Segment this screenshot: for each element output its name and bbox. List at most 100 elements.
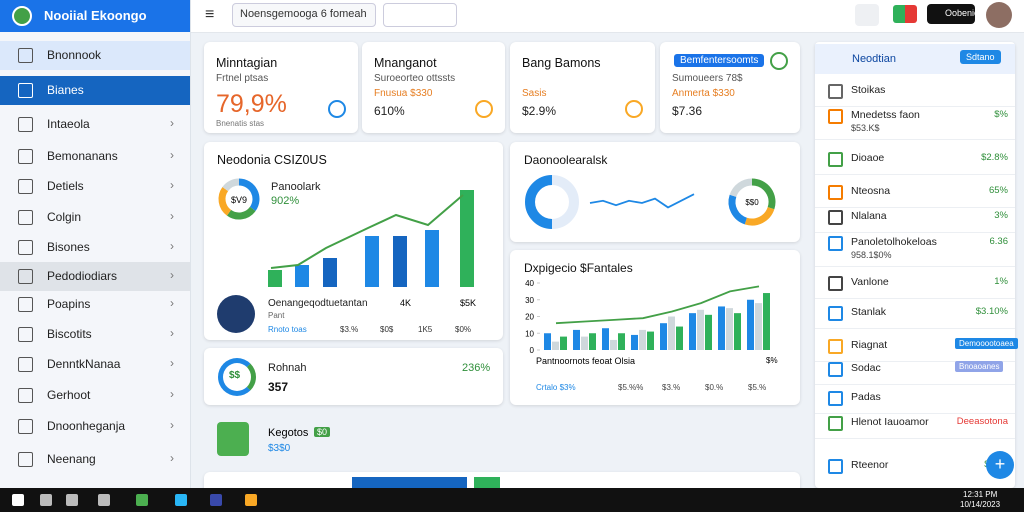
list-label[interactable]: Sodac bbox=[851, 362, 881, 374]
bar bbox=[755, 303, 762, 350]
kpi-value: 79,9% bbox=[216, 90, 287, 118]
taskbar-icon[interactable] bbox=[66, 494, 78, 506]
menu-button[interactable]: ≡ bbox=[205, 6, 215, 23]
person-handle: Pant bbox=[268, 311, 285, 320]
y-tick-label: 10 bbox=[525, 329, 534, 338]
list-icon bbox=[828, 152, 843, 167]
list-value: $3.10% bbox=[975, 306, 1008, 317]
y-tick-label: 20 bbox=[525, 313, 534, 322]
list-label[interactable]: Riagnat bbox=[851, 339, 888, 351]
donut-label: $$0 bbox=[745, 198, 759, 207]
kpi-title: Bang Bamons bbox=[522, 56, 601, 70]
list-label[interactable]: Hlenot Iauoamor bbox=[851, 416, 929, 428]
fab[interactable]: + bbox=[986, 451, 1014, 479]
toolbar-buttons[interactable] bbox=[383, 3, 457, 27]
bar bbox=[573, 329, 580, 350]
contact-value: $3$0 bbox=[268, 443, 291, 454]
bar bbox=[668, 316, 675, 350]
list-label[interactable]: Nlalana bbox=[851, 210, 887, 222]
kpi-footer: Bnenatis stas bbox=[216, 119, 265, 128]
donut-label: $$0 bbox=[545, 198, 559, 207]
donut-segment bbox=[729, 178, 753, 198]
list-label[interactable]: Stanlak bbox=[851, 306, 887, 318]
list-label[interactable]: Panoletolhokeloas bbox=[851, 236, 937, 248]
dark-badge[interactable] bbox=[927, 4, 975, 24]
nav-icon bbox=[18, 149, 33, 164]
taskbar-icon[interactable] bbox=[175, 494, 187, 506]
panel-button[interactable]: Sdtano bbox=[960, 50, 1001, 64]
kpi-title: Mnanganot bbox=[374, 56, 437, 70]
chevron: › bbox=[170, 326, 174, 340]
taskbar-icon[interactable] bbox=[245, 494, 257, 506]
nav-label: Bisones bbox=[47, 240, 90, 254]
nav-label: Bnonnook bbox=[47, 48, 102, 62]
chevron: › bbox=[170, 451, 174, 465]
bar bbox=[747, 299, 754, 350]
nav-item[interactable] bbox=[0, 76, 190, 105]
bar bbox=[323, 258, 337, 287]
trend-line bbox=[270, 194, 464, 269]
footer-value: $5.% bbox=[748, 383, 767, 392]
nav-label: DenntkNanaa bbox=[47, 357, 121, 371]
list-icon bbox=[828, 185, 843, 200]
taskbar-icon[interactable] bbox=[136, 494, 148, 506]
app-title: Nooiial Ekoongo bbox=[44, 8, 147, 23]
list-sub: $53.K$ bbox=[851, 123, 880, 133]
kpi-icon bbox=[475, 100, 493, 118]
donut-segment bbox=[751, 178, 776, 210]
list-label[interactable]: Rteenor bbox=[851, 459, 889, 471]
summary-icon-label: $$ bbox=[229, 370, 241, 381]
taskbar-icon[interactable] bbox=[98, 494, 110, 506]
taskbar bbox=[0, 488, 1024, 512]
search-box[interactable] bbox=[232, 3, 376, 27]
bar bbox=[602, 328, 609, 350]
contact-name: Kegotos bbox=[268, 427, 309, 439]
list-icon bbox=[828, 391, 843, 406]
summary-value: 357 bbox=[268, 380, 289, 394]
panel-title: Neodtian bbox=[852, 53, 897, 65]
taskbar-icon[interactable] bbox=[12, 494, 24, 506]
flag-icon[interactable] bbox=[893, 5, 917, 23]
list-label[interactable]: Stoikas bbox=[851, 84, 886, 96]
bar bbox=[393, 236, 407, 287]
list-icon bbox=[828, 339, 843, 354]
list-label[interactable]: Dioaoe bbox=[851, 152, 885, 164]
list-label[interactable]: Mnedetss faon bbox=[851, 109, 920, 121]
contact-avatar bbox=[217, 422, 249, 456]
donut-segment bbox=[525, 175, 553, 229]
list-label[interactable]: Vanlone bbox=[851, 276, 889, 288]
list-icon bbox=[828, 416, 843, 431]
bottom-bar bbox=[352, 477, 467, 488]
person-row-value: Rnoto toas bbox=[268, 325, 307, 334]
bar bbox=[647, 331, 654, 350]
kpi-note: Anmerta $330 bbox=[672, 88, 735, 99]
search-text: Noensgemooga 6 fomeah bbox=[240, 8, 367, 20]
taskbar-icon[interactable] bbox=[210, 494, 222, 506]
nav-icon bbox=[18, 388, 33, 403]
legend-title: Panoolark bbox=[271, 181, 321, 193]
nav-item[interactable] bbox=[0, 41, 190, 70]
list-label[interactable]: Nteosna bbox=[851, 185, 891, 197]
taskbar-icon[interactable] bbox=[40, 494, 52, 506]
chart: $V9 Panoolark 902% bbox=[218, 178, 474, 287]
nav-label: Pedodiodiars bbox=[47, 269, 118, 283]
person-row-value: $0% bbox=[455, 325, 472, 334]
avatar[interactable] bbox=[986, 2, 1012, 28]
summary-icon bbox=[218, 358, 256, 396]
nav-item[interactable] bbox=[0, 262, 190, 291]
person-row-value: $0$ bbox=[380, 325, 394, 334]
list-value: $% bbox=[994, 109, 1008, 120]
divider bbox=[815, 384, 1015, 385]
list-badge: Demooootoaea bbox=[955, 338, 1018, 349]
notify-icon[interactable] bbox=[855, 4, 879, 26]
list-label[interactable]: Padas bbox=[851, 391, 881, 403]
taskbar-time: 12:31 PM bbox=[963, 490, 998, 499]
chevron: › bbox=[170, 148, 174, 162]
footer-value: $5.%% bbox=[618, 383, 644, 392]
list-icon bbox=[828, 459, 843, 474]
donut-segment bbox=[222, 178, 240, 192]
nav-label: Intaeola bbox=[47, 117, 90, 131]
list-icon bbox=[828, 362, 843, 377]
list-value: 6.36 bbox=[989, 236, 1009, 247]
